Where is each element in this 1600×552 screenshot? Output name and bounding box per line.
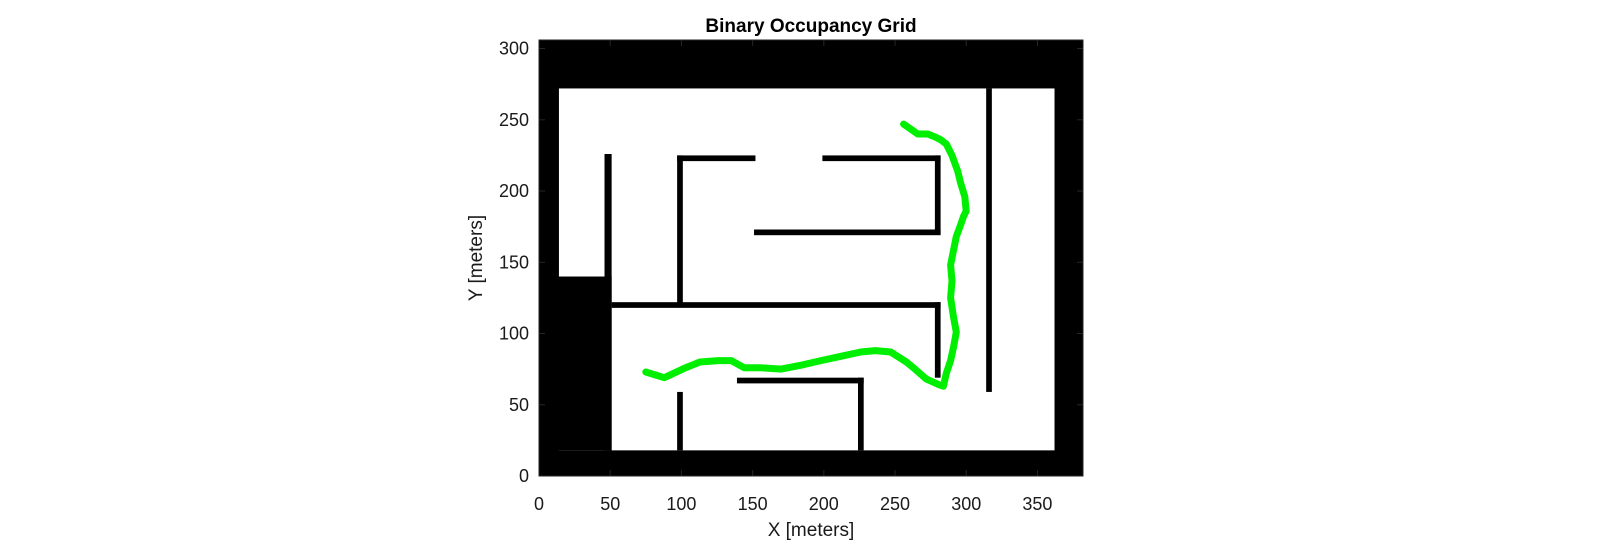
x-axis-label: X [meters]	[768, 520, 855, 541]
x-tick-label: 50	[600, 494, 620, 514]
axes-box	[538, 39, 1084, 477]
y-tick-label: 0	[519, 466, 529, 486]
y-tick-label: 150	[499, 252, 529, 272]
wall-bottom-horizontal	[736, 377, 864, 384]
x-tick-label: 100	[666, 494, 696, 514]
x-tick-label: 350	[1022, 494, 1052, 514]
wall-middle-horizontal	[611, 302, 941, 308]
x-tick-label: 300	[951, 494, 981, 514]
y-tick-label: 300	[499, 39, 529, 59]
wall-inner-horizontal	[754, 229, 941, 236]
x-tick-label: 250	[880, 494, 910, 514]
left-solid-block	[539, 276, 612, 451]
outer-border-bottom	[539, 450, 1083, 476]
y-tick-label: 50	[509, 395, 529, 415]
wall-right-vertical	[986, 88, 992, 392]
chart-title: Binary Occupancy Grid	[705, 16, 916, 37]
y-tick-label: 200	[499, 181, 529, 201]
wall-middle-vertical-right	[934, 302, 941, 378]
y-tick-label: 100	[499, 324, 529, 344]
y-ticks: 0 50 100 150 200 250 300	[499, 39, 1083, 486]
outer-border-right	[1054, 40, 1083, 476]
planned-path	[642, 120, 970, 390]
wall-top-right	[822, 155, 941, 162]
y-tick-label: 250	[499, 110, 529, 130]
x-ticks: 0 50 100 150 200 250 300 350	[534, 40, 1052, 514]
wall-bottom-left-stub	[677, 391, 683, 451]
wall-top-left	[677, 155, 756, 162]
x-tick-label: 0	[534, 494, 544, 514]
path-layer	[642, 120, 970, 390]
y-axis-label: Y [meters]	[466, 215, 487, 301]
occupied-cells	[539, 40, 1083, 476]
wall-inner-vertical-left	[677, 155, 683, 307]
x-tick-label: 150	[738, 494, 768, 514]
wall-bottom-vertical	[857, 377, 864, 451]
left-vertical-wall	[604, 153, 612, 451]
x-tick-label: 200	[809, 494, 839, 514]
wall-inner-vertical-right	[934, 155, 941, 234]
outer-border-top	[539, 40, 1083, 89]
